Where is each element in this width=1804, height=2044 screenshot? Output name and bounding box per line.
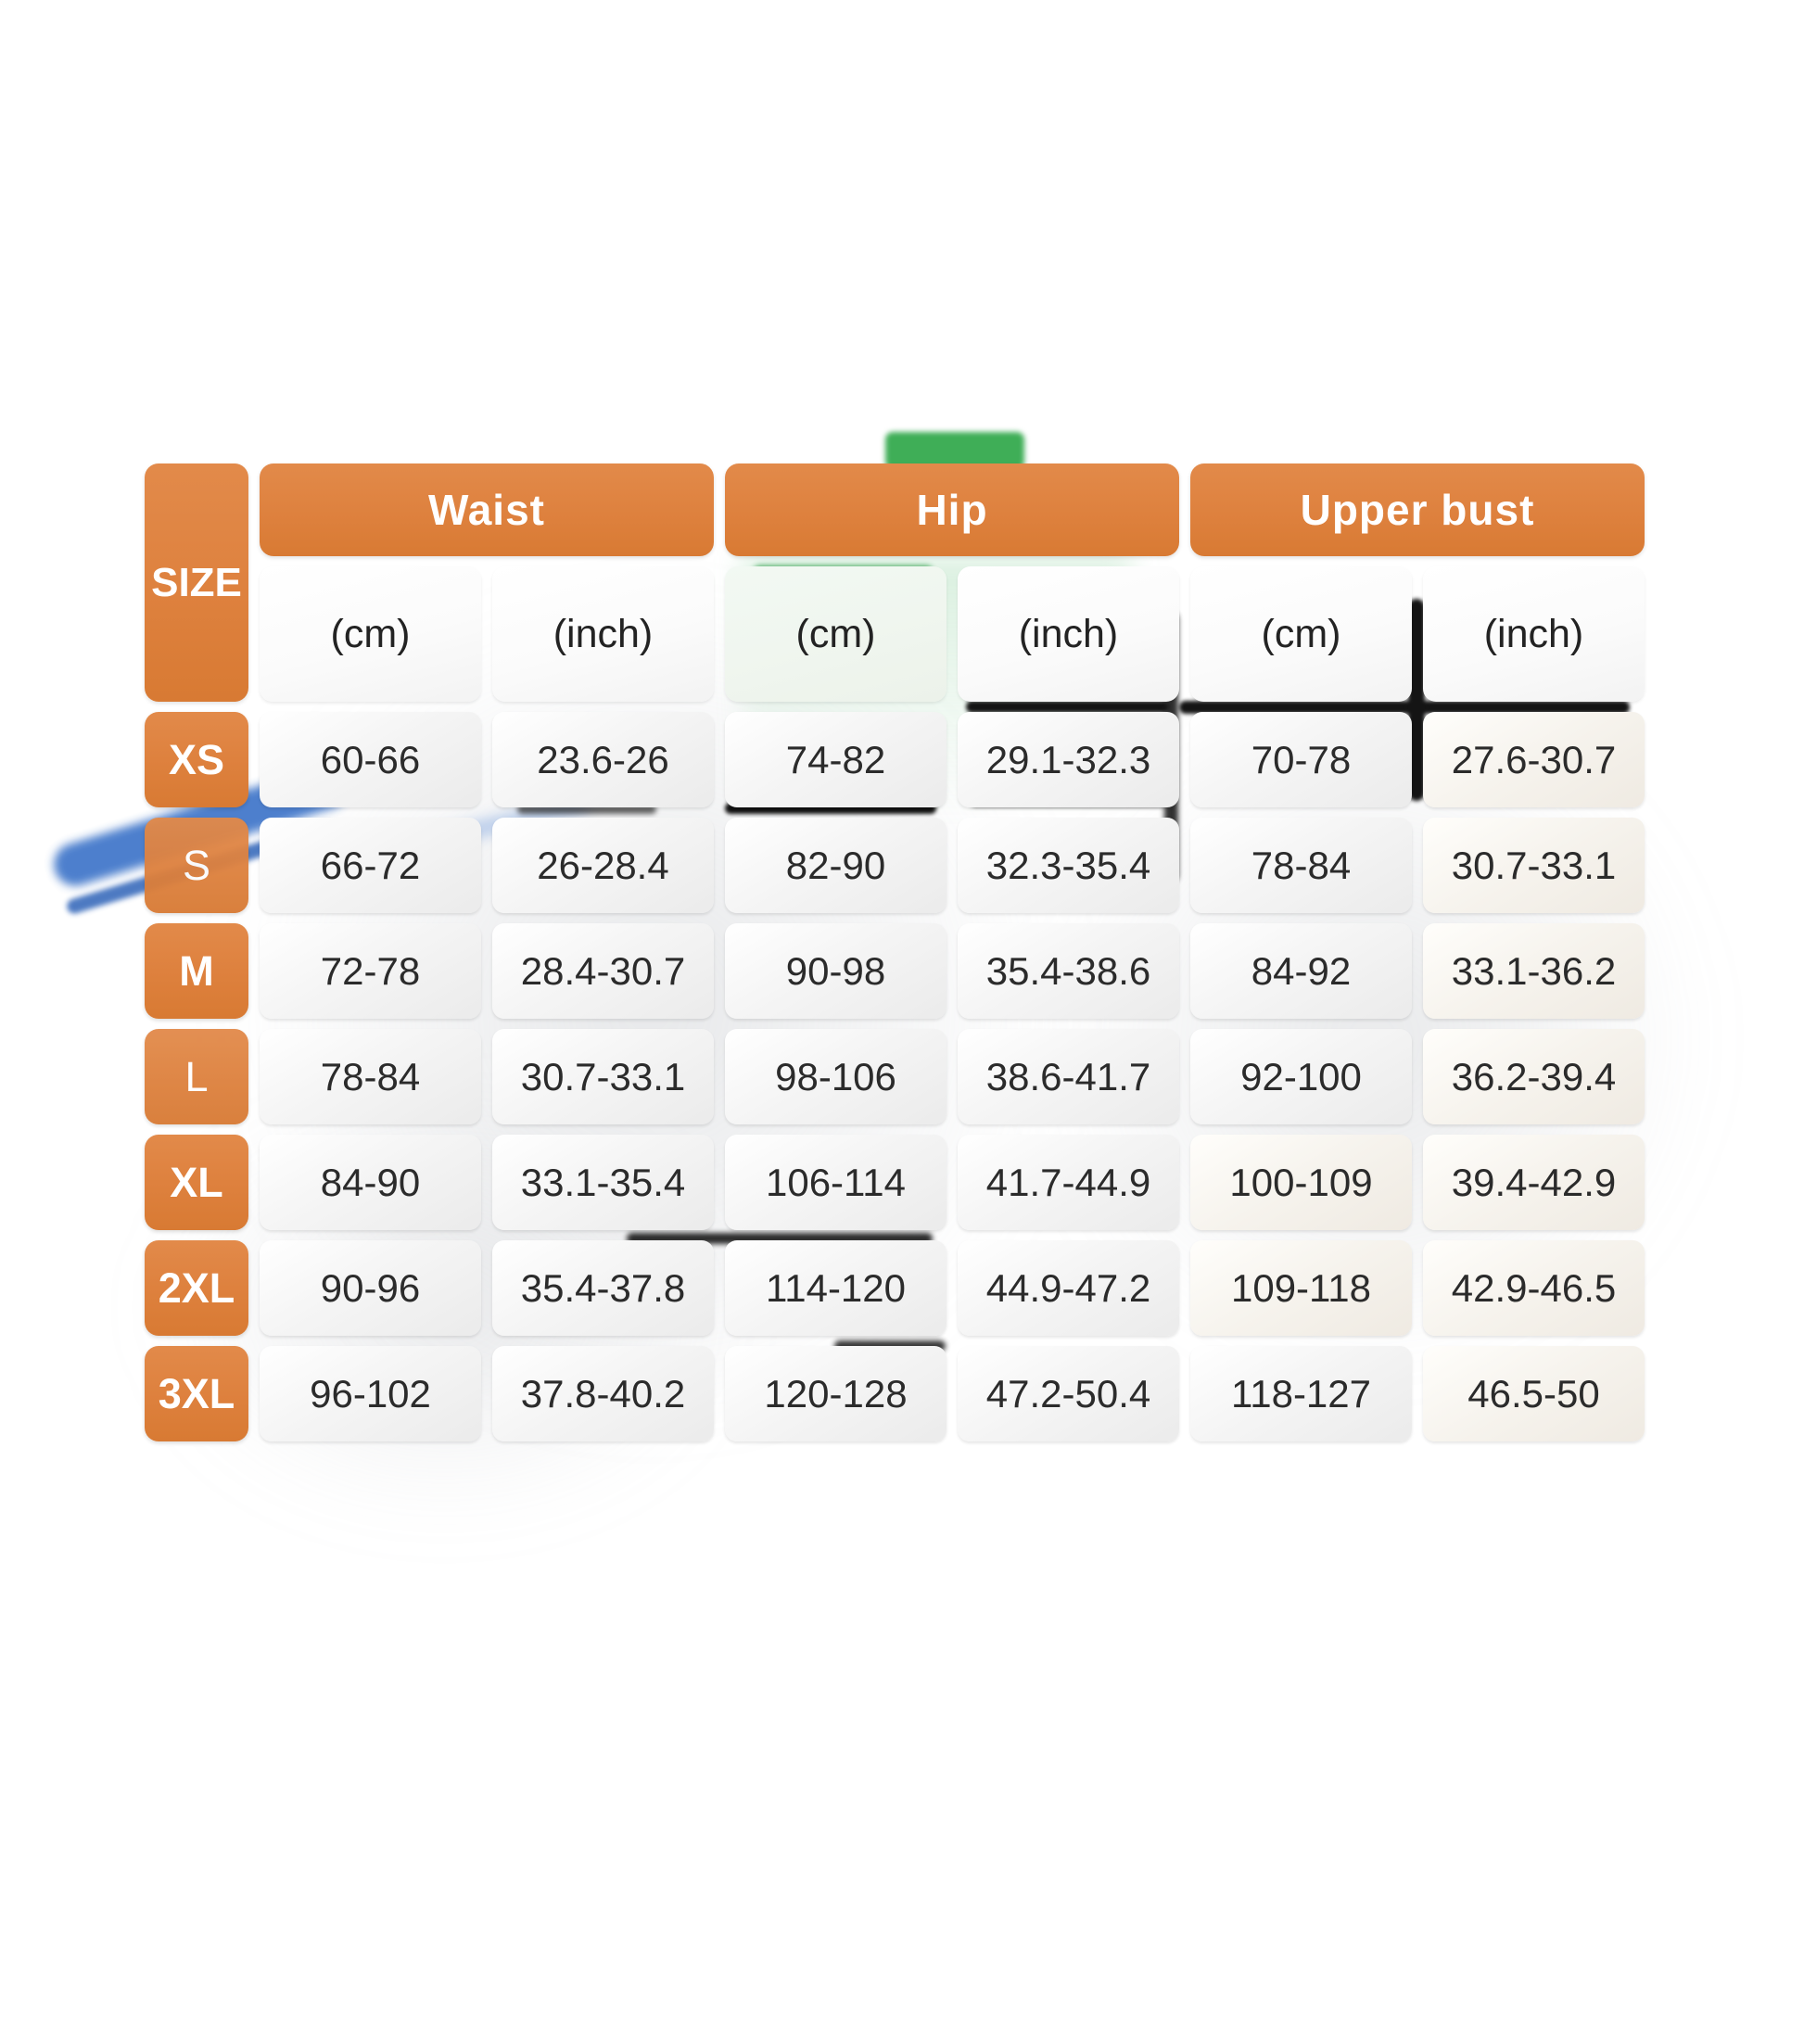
cell-xs-hip-inch: 29.1-32.3: [958, 712, 1179, 807]
cell-m-upper-bust-cm: 84-92: [1190, 923, 1412, 1019]
cell-3xl-waist-inch: 37.8-40.2: [492, 1346, 714, 1441]
cell-2xl-upper-bust-inch: 42.9-46.5: [1423, 1240, 1645, 1336]
cell-2xl-hip-cm: 114-120: [725, 1240, 946, 1336]
cell-xs-upper-bust-inch: 27.6-30.7: [1423, 712, 1645, 807]
cell-2xl-upper-bust-cm: 109-118: [1190, 1240, 1412, 1336]
cell-xl-waist-inch: 33.1-35.4: [492, 1135, 714, 1230]
group-header-hip: Hip: [725, 463, 1179, 556]
cell-3xl-waist-cm: 96-102: [260, 1346, 481, 1441]
cell-3xl-hip-inch: 47.2-50.4: [958, 1346, 1179, 1441]
cell-m-waist-cm: 72-78: [260, 923, 481, 1019]
cell-xl-upper-bust-cm: 100-109: [1190, 1135, 1412, 1230]
unit-header-waist-cm: (cm): [260, 566, 481, 702]
cell-2xl-hip-inch: 44.9-47.2: [958, 1240, 1179, 1336]
unit-header-upper-bust-cm: (cm): [1190, 566, 1412, 702]
cell-s-waist-inch: 26-28.4: [492, 818, 714, 913]
cell-l-hip-cm: 98-106: [725, 1029, 946, 1124]
cell-xs-waist-inch: 23.6-26: [492, 712, 714, 807]
cell-xl-waist-cm: 84-90: [260, 1135, 481, 1230]
cell-m-waist-inch: 28.4-30.7: [492, 923, 714, 1019]
size-label-xs: XS: [145, 712, 248, 807]
cell-3xl-upper-bust-cm: 118-127: [1190, 1346, 1412, 1441]
group-header-upper-bust: Upper bust: [1190, 463, 1645, 556]
cell-xs-hip-cm: 74-82: [725, 712, 946, 807]
cell-m-hip-inch: 35.4-38.6: [958, 923, 1179, 1019]
cell-l-upper-bust-cm: 92-100: [1190, 1029, 1412, 1124]
cell-s-waist-cm: 66-72: [260, 818, 481, 913]
unit-header-hip-inch: (inch): [958, 566, 1179, 702]
cell-s-hip-inch: 32.3-35.4: [958, 818, 1179, 913]
cell-m-upper-bust-inch: 33.1-36.2: [1423, 923, 1645, 1019]
cell-xl-hip-cm: 106-114: [725, 1135, 946, 1230]
size-label-m: M: [145, 923, 248, 1019]
cell-xs-waist-cm: 60-66: [260, 712, 481, 807]
cell-3xl-upper-bust-inch: 46.5-50: [1423, 1346, 1645, 1441]
cell-2xl-waist-cm: 90-96: [260, 1240, 481, 1336]
cell-l-waist-inch: 30.7-33.1: [492, 1029, 714, 1124]
cell-l-hip-inch: 38.6-41.7: [958, 1029, 1179, 1124]
group-header-waist: Waist: [260, 463, 714, 556]
cell-xl-hip-inch: 41.7-44.9: [958, 1135, 1179, 1230]
cell-xs-upper-bust-cm: 70-78: [1190, 712, 1412, 807]
size-chart-table: SIZE Waist Hip Upper bust (cm) (inch) (c…: [145, 463, 1645, 1441]
cell-m-hip-cm: 90-98: [725, 923, 946, 1019]
cell-l-waist-cm: 78-84: [260, 1029, 481, 1124]
cell-l-upper-bust-inch: 36.2-39.4: [1423, 1029, 1645, 1124]
unit-header-hip-cm: (cm): [725, 566, 946, 702]
cell-s-upper-bust-inch: 30.7-33.1: [1423, 818, 1645, 913]
cell-3xl-hip-cm: 120-128: [725, 1346, 946, 1441]
cell-s-hip-cm: 82-90: [725, 818, 946, 913]
size-label-2xl: 2XL: [145, 1240, 248, 1336]
size-label-3xl: 3XL: [145, 1346, 248, 1441]
cell-s-upper-bust-cm: 78-84: [1190, 818, 1412, 913]
cell-xl-upper-bust-inch: 39.4-42.9: [1423, 1135, 1645, 1230]
size-column-header: SIZE: [145, 463, 248, 702]
size-label-s: S: [145, 818, 248, 913]
size-label-l: L: [145, 1029, 248, 1124]
cell-2xl-waist-inch: 35.4-37.8: [492, 1240, 714, 1336]
size-label-xl: XL: [145, 1135, 248, 1230]
unit-header-waist-inch: (inch): [492, 566, 714, 702]
unit-header-upper-bust-inch: (inch): [1423, 566, 1645, 702]
